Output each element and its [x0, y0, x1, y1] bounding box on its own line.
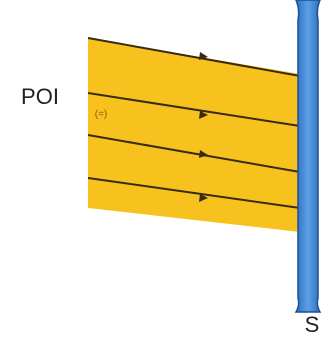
surface-slab	[296, 0, 320, 312]
diagram: POI (=) S	[0, 0, 332, 341]
polarization-label: (=)	[95, 109, 108, 120]
surface-label: S	[305, 312, 320, 337]
beam-label: POI	[21, 84, 59, 109]
